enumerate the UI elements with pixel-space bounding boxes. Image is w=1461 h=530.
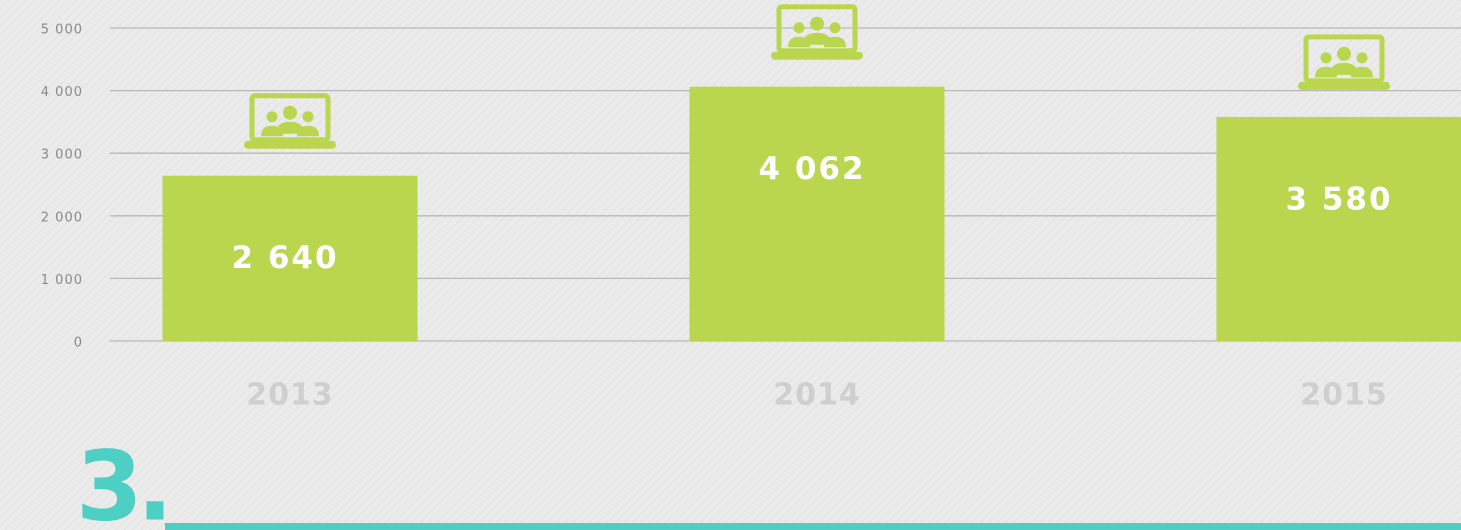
icon-head: [810, 16, 824, 31]
y-tick-label: 5 000: [41, 23, 83, 38]
laptop-icon: [1298, 34, 1390, 90]
section-rule: [165, 523, 1461, 530]
section-number: 3.: [76, 430, 167, 530]
bar: [1216, 116, 1461, 341]
y-tick-label: 1 000: [41, 273, 83, 288]
y-tick-label: 0: [74, 336, 83, 351]
icon-head: [793, 22, 805, 34]
icon-head: [302, 111, 314, 123]
icon-head: [1337, 46, 1351, 61]
icon-screen: [249, 93, 331, 143]
icon-head: [829, 22, 841, 34]
icon-base: [771, 51, 863, 60]
icon-head: [1320, 52, 1332, 64]
icon-body: [297, 125, 319, 137]
y-tick-label: 3 000: [41, 148, 83, 163]
icon-body: [803, 32, 831, 45]
y-tick-label: 4 000: [41, 85, 83, 100]
value-label: 4 062: [758, 151, 865, 187]
bar: [689, 86, 945, 341]
x-tick-label: 2013: [246, 378, 334, 413]
icon-body: [1315, 66, 1337, 78]
icon-head: [266, 111, 278, 123]
icon-screen: [1303, 34, 1385, 84]
icon-body: [1351, 66, 1373, 78]
icon-body: [788, 36, 810, 48]
icon-base: [1298, 81, 1390, 90]
icon-screen: [776, 4, 858, 54]
laptop-icon: [771, 4, 863, 60]
icon-base: [244, 140, 336, 149]
icon-body: [824, 36, 846, 48]
icon-body: [1330, 62, 1358, 75]
icon-body: [276, 121, 304, 134]
icon-head: [283, 105, 297, 120]
laptop-icon: [244, 93, 336, 149]
icon-body: [261, 125, 283, 137]
y-tick-label: 2 000: [41, 210, 83, 225]
bar: [162, 175, 418, 341]
value-label: 3 580: [1285, 181, 1392, 217]
icon-head: [1356, 52, 1368, 64]
value-label: 2 640: [231, 240, 338, 276]
x-tick-label: 2015: [1300, 378, 1388, 413]
x-tick-label: 2014: [773, 378, 861, 413]
